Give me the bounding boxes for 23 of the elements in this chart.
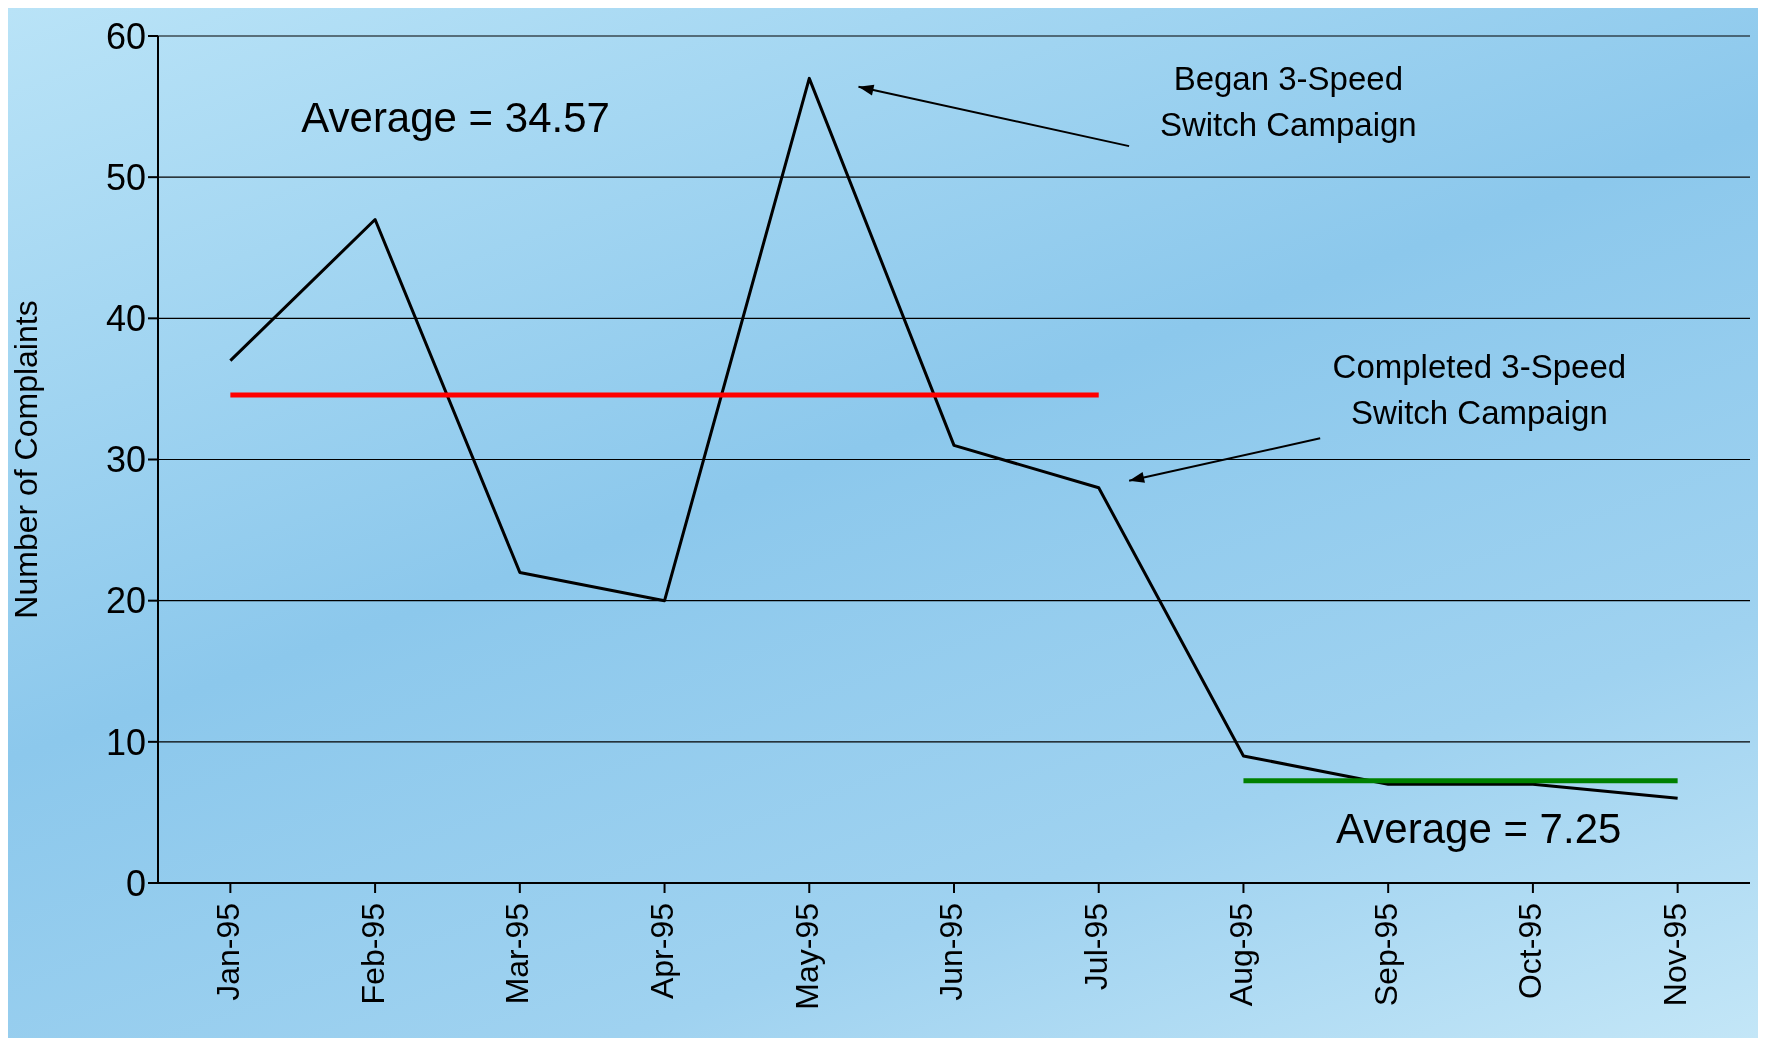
y-tick-label: 60 bbox=[105, 15, 146, 57]
x-tick-label: Apr-95 bbox=[644, 903, 680, 1000]
annotation: Began 3-Speed Switch Campaign bbox=[1159, 60, 1417, 144]
x-tick-label: May-95 bbox=[788, 903, 825, 1010]
x-tick-label: Jan-95 bbox=[209, 903, 246, 1001]
x-tick-label: Nov-95 bbox=[1657, 903, 1694, 1007]
annotation: Completed 3-Speed Switch Campaign bbox=[1332, 348, 1627, 432]
y-tick-label: 40 bbox=[105, 298, 146, 340]
y-tick-label: 30 bbox=[105, 439, 146, 481]
x-tick-label: Aug-95 bbox=[1222, 903, 1259, 1007]
x-tick-label: Jul-95 bbox=[1078, 903, 1115, 991]
x-tick-label: Jun-95 bbox=[933, 903, 970, 1001]
y-tick-label: 10 bbox=[105, 721, 146, 763]
y-axis-title: Number of Complaints bbox=[8, 300, 45, 619]
annotation: Average = 34.57 bbox=[301, 93, 610, 141]
y-tick-label: 20 bbox=[105, 580, 146, 622]
y-tick-label: 0 bbox=[125, 862, 146, 904]
x-tick-label: Feb-95 bbox=[354, 903, 391, 1005]
x-tick-label: Sep-95 bbox=[1367, 903, 1404, 1007]
x-tick-label: Oct-95 bbox=[1512, 903, 1549, 1000]
x-tick-label: Mar-95 bbox=[499, 903, 536, 1005]
y-tick-label: 50 bbox=[105, 156, 146, 198]
annotation: Average = 7.25 bbox=[1336, 805, 1622, 853]
